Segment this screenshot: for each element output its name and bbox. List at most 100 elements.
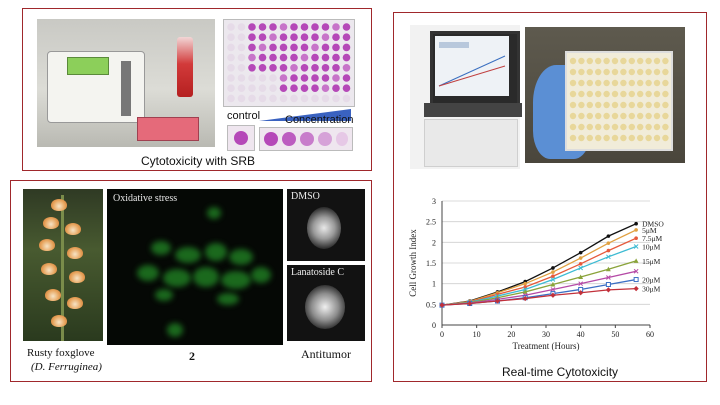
plate-well: [645, 112, 652, 120]
data-point: [605, 281, 611, 287]
plate-well: [578, 101, 585, 109]
cell-blob: [167, 323, 183, 337]
plate-well: [227, 74, 235, 82]
data-point: [551, 274, 555, 279]
rtca-panel: 0 0.5 1 1.5 2 2.5 3 0 10 20 30 40 50 60 Treatment (Hou…: [393, 12, 707, 382]
plate-well: [637, 134, 644, 142]
srb-wells-grid: [227, 23, 351, 103]
data-point: [578, 256, 583, 260]
plate-well: [653, 112, 661, 120]
pink-plate: [137, 117, 199, 141]
laptop-display: [435, 36, 509, 96]
data-point: [578, 274, 584, 280]
data-point: [605, 287, 611, 293]
plate-well: [269, 53, 277, 62]
plate-well: [300, 23, 309, 31]
plate-well: [578, 123, 585, 131]
control-label: control: [227, 110, 261, 122]
plate-well: [269, 74, 277, 82]
y-tick-label: 1.5: [426, 259, 436, 268]
y-tick-label: 0.5: [426, 300, 436, 309]
x-tick-label: 20: [507, 330, 515, 339]
cell-blob: [217, 293, 239, 305]
x-tick-label: 40: [577, 330, 585, 339]
plate-well: [637, 112, 644, 120]
plate-well: [248, 23, 256, 31]
conc-well-5: [336, 132, 348, 146]
cell-blob: [205, 243, 227, 261]
conc-well-4: [318, 132, 332, 146]
plate-well: [321, 74, 330, 82]
plate-well: [332, 74, 340, 82]
plate-well: [653, 134, 661, 142]
data-point: [439, 302, 445, 308]
data-point: [522, 289, 528, 294]
y-tick-label: 1: [432, 280, 436, 289]
cell-blob: [207, 207, 221, 219]
plate-well: [637, 79, 644, 87]
plate-well: [342, 94, 351, 103]
y-tick-label: 2: [432, 238, 436, 247]
foxglove-stem: [61, 195, 64, 341]
plate-well: [269, 23, 277, 31]
plate-well: [637, 123, 644, 131]
series-label: 5μM: [642, 226, 657, 235]
plate-well: [311, 64, 319, 72]
data-point: [551, 266, 555, 270]
antitumor-label: Antitumor: [301, 347, 351, 361]
cell-blob: [221, 271, 251, 289]
plate-well: [279, 23, 288, 31]
data-point: [523, 281, 527, 286]
conc-well-2: [282, 132, 296, 146]
plate-well: [653, 90, 661, 98]
data-point: [578, 250, 583, 255]
red-reservoir: [177, 37, 193, 97]
plate-well: [321, 33, 330, 41]
plate-well: [342, 33, 351, 41]
plate-well: [628, 57, 635, 65]
flower-7: [69, 271, 85, 283]
cell-blob: [251, 267, 271, 283]
flower-3: [65, 223, 81, 235]
conc-well-3: [300, 132, 314, 146]
plate-well: [662, 101, 669, 109]
plate-well: [569, 90, 577, 98]
plate-well: [595, 112, 602, 120]
plate-well: [653, 57, 661, 65]
plate-well: [227, 33, 235, 41]
plate-well: [611, 90, 619, 98]
plate-well: [645, 57, 652, 65]
plate-well: [637, 90, 644, 98]
x-tick-label: 0: [440, 330, 444, 339]
plate-well: [603, 68, 610, 76]
plate-well: [227, 94, 235, 103]
plate-well: [586, 57, 593, 65]
plate-well: [258, 64, 267, 72]
plate-well: [311, 33, 319, 41]
data-point: [578, 281, 584, 287]
plate-well: [645, 134, 652, 142]
plate-well: [603, 101, 610, 109]
plate-well: [586, 123, 593, 131]
plate-well: [628, 79, 635, 87]
data-point: [606, 275, 611, 280]
data-point: [633, 286, 639, 292]
plate-well: [227, 84, 235, 92]
y-axis-label: Cell Growth Index: [408, 229, 418, 297]
foxglove-caption-name: Rusty foxglove: [27, 347, 95, 359]
plate-well: [645, 90, 652, 98]
data-point: [633, 258, 639, 263]
series-label: 20μM: [642, 276, 661, 285]
plate-well: [603, 134, 610, 142]
plate-well: [595, 57, 602, 65]
srb-96-well-plate: [223, 19, 355, 107]
plate-well: [290, 23, 298, 31]
srb-panel: control Concentration Cytotoxicity with …: [22, 8, 372, 171]
plate-well: [603, 123, 610, 131]
plate-well: [227, 53, 235, 62]
plate-well: [321, 94, 330, 103]
plate-well: [258, 94, 267, 103]
plate-well: [578, 134, 585, 142]
plate-well: [269, 43, 277, 52]
plate-well: [290, 43, 298, 52]
